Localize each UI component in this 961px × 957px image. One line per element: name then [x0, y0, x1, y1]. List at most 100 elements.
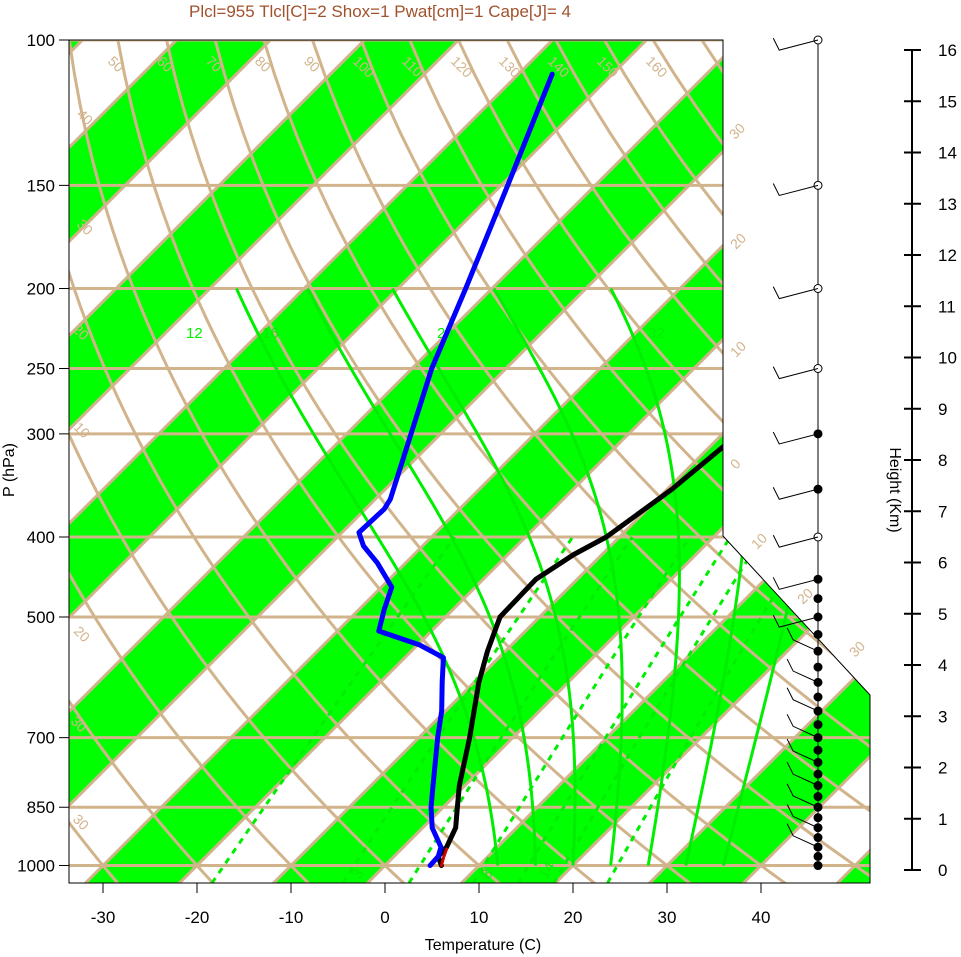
p-tick-label: 700	[27, 729, 55, 748]
dry-adiabat	[69, 40, 313, 883]
height-tick-label: 4	[938, 656, 947, 675]
wind-barb	[772, 431, 819, 445]
wind-barb	[772, 37, 819, 51]
p-tick-label: 1000	[17, 857, 55, 876]
p-tick-label: 250	[27, 360, 55, 379]
dry-adiabat	[866, 40, 870, 883]
wind-barb	[786, 738, 819, 763]
height-tick-label: 12	[938, 246, 957, 265]
mixing-ratio-label: 14	[536, 859, 559, 882]
isotherm-band	[69, 40, 870, 883]
height-tick-label: 0	[938, 861, 947, 880]
x-axis: -30 -20 -10 0 10 20 30 40	[69, 882, 870, 927]
wind-level-marker	[813, 629, 823, 639]
wind-barb	[772, 614, 819, 628]
p-tick-label: 850	[27, 798, 55, 817]
mixing-ratio-line	[606, 536, 811, 883]
wind-level-marker	[813, 745, 823, 755]
dry-adiabat	[69, 40, 122, 883]
moist-adiabat	[306, 287, 537, 866]
wind-level-marker	[813, 792, 823, 802]
wind-barb	[786, 687, 819, 712]
isotherm-band	[69, 40, 497, 883]
sounding-series	[356, 71, 870, 869]
moist-adiabat-label: 32	[648, 325, 665, 342]
moist-adiabat	[235, 287, 500, 866]
isotherm-band	[458, 40, 870, 883]
isotherm-line	[69, 40, 310, 883]
moist-adiabat	[492, 287, 624, 866]
pressure-axis: 100 150 200 250 300 400 500 700 850 1000	[17, 31, 69, 876]
wind-level-marker	[813, 594, 823, 604]
height-tick-label: 6	[938, 554, 947, 573]
dry-adiabat	[914, 2, 961, 886]
x-tick-label: 30	[658, 908, 677, 927]
dry-adiabat	[440, 40, 870, 883]
x-tick-label: 40	[752, 908, 771, 927]
height-tick-label: 8	[938, 451, 947, 470]
height-tick-label: 3	[938, 707, 947, 726]
chart-title: Plcl=955 Tlcl[C]=2 Shox=1 Pwat[cm]=1 Cap…	[189, 2, 571, 21]
wind-barb	[772, 183, 819, 197]
dry-adiabat	[69, 40, 600, 883]
isotherm-line	[69, 40, 592, 883]
parcel-line	[439, 847, 449, 868]
wind-barb	[786, 714, 819, 739]
height-tick-label: 7	[938, 502, 947, 521]
height-tick-label: 1	[938, 810, 947, 829]
isotherm-line	[69, 40, 686, 883]
height-tick-label: 9	[938, 400, 947, 419]
wind-barb	[772, 366, 819, 380]
isotherm-line	[69, 40, 404, 883]
dry-adiabat	[69, 40, 409, 883]
wind-level-marker	[813, 833, 823, 843]
p-tick-label: 100	[27, 31, 55, 50]
wind-barb	[786, 804, 819, 829]
wind-barb	[772, 286, 819, 300]
wind-barb	[772, 534, 819, 548]
mixing-ratio-line	[552, 536, 764, 883]
p-tick-label: 400	[27, 528, 55, 547]
dry-adiabat	[204, 40, 870, 883]
dry-adiabat	[252, 40, 870, 883]
wind-barb	[786, 823, 819, 848]
height-axis-title: Height (Km)	[886, 447, 903, 532]
wind-barb	[786, 783, 819, 808]
x-tick-label: 10	[470, 908, 489, 927]
wind-level-marker	[813, 662, 823, 672]
dry-adiabat	[69, 40, 218, 883]
y-axis-title: P (hPa)	[1, 443, 18, 497]
wind-level-marker	[813, 720, 823, 730]
p-tick-label: 300	[27, 425, 55, 444]
p-tick-label: 200	[27, 280, 55, 299]
dewpoint-line	[356, 71, 555, 869]
height-tick-label: 10	[938, 349, 957, 368]
mixing-ratio-line	[407, 536, 634, 883]
mixing-ratio-line	[341, 536, 574, 883]
isotherm-band	[69, 40, 685, 883]
dry-adiabat	[69, 40, 504, 883]
wind-barb	[772, 577, 819, 590]
wind-barb	[786, 658, 819, 683]
wind-barb	[786, 761, 819, 786]
height-tick-label: 11	[938, 297, 956, 316]
moist-adiabat	[391, 287, 577, 866]
wind-column	[772, 35, 823, 871]
x-tick-label: -30	[91, 908, 116, 927]
x-tick-label: 0	[380, 908, 389, 927]
x-axis-title: Temperature (C)	[425, 937, 541, 954]
dry-adiabat	[393, 40, 870, 883]
wind-barb	[786, 627, 819, 652]
moist-adiabat-label: 16	[262, 325, 279, 342]
height-tick-label: 16	[938, 41, 957, 60]
height-tick-label: 5	[938, 605, 947, 624]
wind-barb	[772, 487, 819, 500]
dry-adiabat	[157, 40, 791, 883]
isotherm-line	[69, 40, 780, 883]
height-tick-label: 13	[938, 195, 957, 214]
x-tick-label: -20	[185, 908, 210, 927]
wind-level-marker	[813, 851, 823, 861]
isotherm-line	[928, 2, 961, 886]
